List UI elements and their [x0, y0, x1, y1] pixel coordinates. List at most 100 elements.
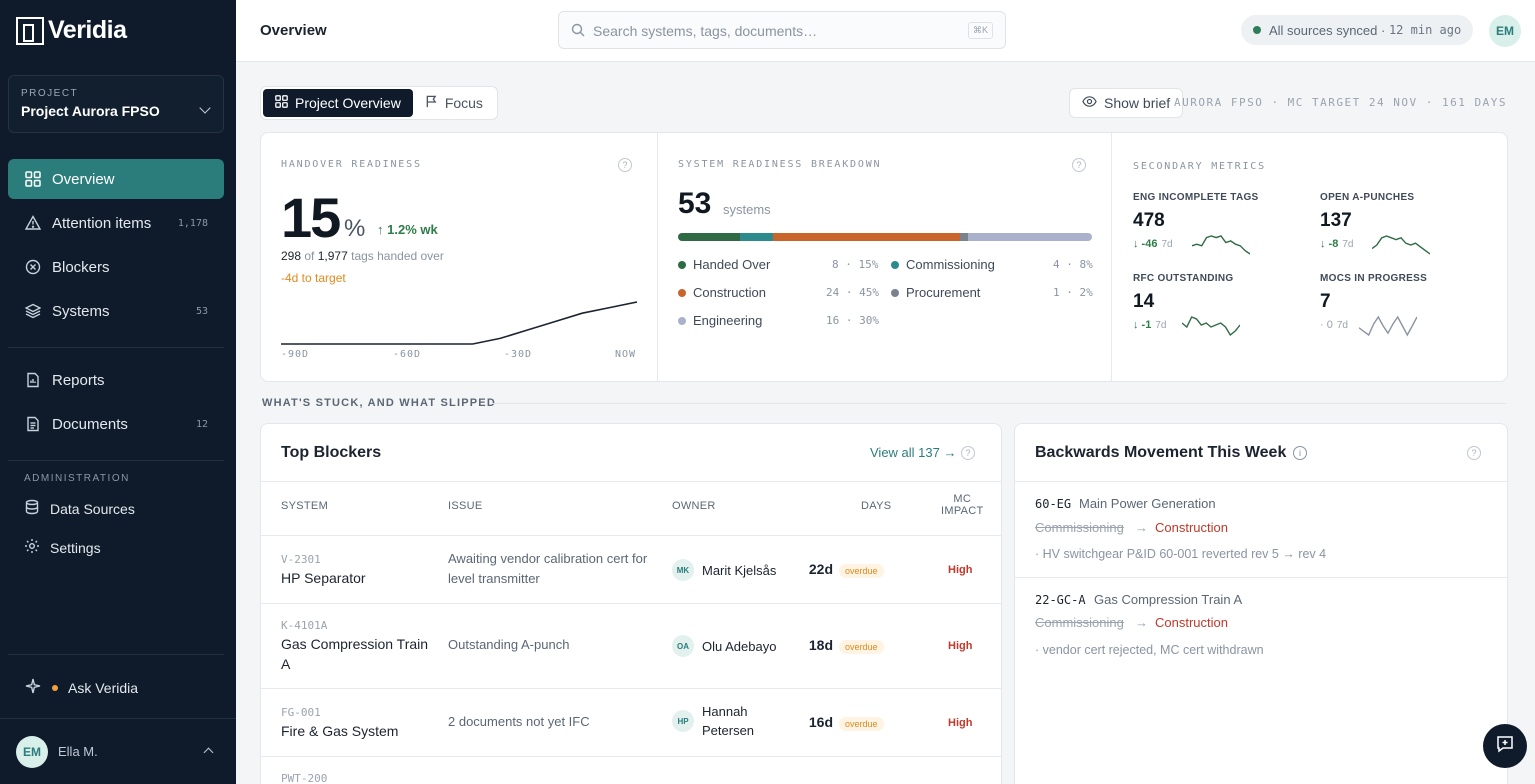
sidebar-item-count: 12: [195, 418, 208, 430]
issue-text: Awaiting vendor calibration cert for lev…: [448, 551, 648, 586]
sidebar-item-settings[interactable]: Settings: [24, 538, 101, 557]
sidebar-item-label: Documents: [52, 415, 128, 433]
sidebar-item-label: Systems: [52, 302, 110, 320]
sidebar-item-blockers[interactable]: Blockers: [8, 247, 224, 287]
view-all-link[interactable]: View all 137 →: [870, 445, 957, 460]
sidebar-item-data-sources[interactable]: Data Sources: [24, 499, 135, 518]
divider: [261, 603, 1001, 604]
bar-segment-engineering: [967, 233, 1092, 241]
legend-dot: [891, 260, 899, 269]
project-selector[interactable]: PROJECT Project Aurora FPSO: [8, 75, 224, 133]
legend-value: 16 · 30%: [826, 314, 879, 327]
systems-total: 53: [678, 187, 712, 220]
tab-focus[interactable]: Focus: [413, 89, 495, 117]
legend-name: Commissioning: [906, 257, 995, 272]
info-icon[interactable]: i: [1293, 446, 1307, 460]
metrics-panel: HANDOVER READINESS ? 15 % ↑ 1.2% wk 298 …: [260, 132, 1508, 382]
legend-dot: [678, 288, 686, 297]
owner: MK Marit Kjelsås: [672, 559, 797, 581]
owner-avatar: HP: [672, 710, 694, 732]
help-icon[interactable]: ?: [961, 446, 975, 460]
sidebar-item-attention[interactable]: Attention items 1,178: [8, 203, 224, 243]
header-avatar[interactable]: EM: [1489, 15, 1521, 47]
status-badge: overdue: [839, 717, 884, 731]
handover-percent-sign: %: [344, 215, 366, 242]
column-header-mc-impact: MC IMPACT: [941, 493, 984, 517]
sidebar-item-label: Attention items: [52, 214, 152, 232]
owner-avatar: MK: [672, 559, 694, 581]
impact-value: High: [948, 564, 973, 576]
to-stage: Construction: [1155, 520, 1228, 535]
notification-dot: [52, 684, 58, 691]
issue-text: Outstanding A-punch: [448, 637, 570, 652]
tags-suffix: tags handed over: [351, 249, 444, 263]
tab-project-overview[interactable]: Project Overview: [263, 89, 413, 117]
legend-value: 4 · 8%: [1053, 258, 1093, 271]
project-label: PROJECT: [21, 88, 79, 99]
top-blockers-card: Top Blockers View all 137 → ? SYSTEM ISS…: [260, 423, 1002, 784]
sparkline: [1182, 316, 1240, 337]
brand-logo[interactable]: Veridia: [16, 16, 127, 45]
legend-handed-over: Handed Over 8 · 15%: [678, 257, 878, 272]
sidebar-item-overview[interactable]: Overview: [8, 159, 224, 199]
warning-icon: [24, 214, 42, 232]
card-title: Backwards Movement This Week: [1035, 444, 1287, 461]
metric-delta: · 0 7d: [1320, 319, 1348, 331]
mc-target-info: AURORA FPSO · MC TARGET 24 NOV · 161 DAY…: [1173, 96, 1507, 109]
help-icon[interactable]: ?: [1072, 158, 1086, 172]
avatar: EM: [16, 735, 48, 768]
arrow-right-icon: →: [1135, 615, 1148, 630]
metric-delta: ↓ -46 7d: [1133, 238, 1173, 250]
ask-veridia-button[interactable]: Ask Veridia: [24, 677, 138, 698]
sidebar-item-reports[interactable]: Reports: [8, 360, 224, 400]
page-title: Overview: [260, 22, 327, 39]
sidebar-divider: [8, 654, 224, 655]
sidebar-item-systems[interactable]: Systems 53: [8, 291, 224, 331]
sidebar-item-documents[interactable]: Documents 12: [8, 404, 224, 444]
legend-engineering: Engineering 16 · 30%: [678, 313, 879, 328]
divider: [1015, 577, 1507, 578]
system-tag: PWT-200: [281, 772, 328, 784]
tags-total: 1,977: [317, 249, 348, 263]
movement-note: · HV switchgear P&ID 60-001 reverted rev…: [1035, 547, 1327, 561]
sidebar-item-label: Settings: [50, 539, 101, 556]
help-icon[interactable]: ?: [1467, 446, 1481, 460]
section-divider: [492, 403, 1506, 404]
handover-weekly-change: ↑ 1.2% wk: [377, 222, 438, 237]
sparkle-icon: [24, 677, 42, 698]
handover-readiness-label: HANDOVER READINESS: [281, 159, 422, 170]
ask-veridia-label: Ask Veridia: [68, 679, 139, 696]
metric-label: ENG INCOMPLETE TAGS: [1133, 192, 1259, 203]
legend-value: 8 · 15%: [832, 258, 879, 271]
bar-segment-handed-over: [678, 233, 741, 241]
card-title: Top Blockers: [281, 444, 382, 461]
legend-name: Construction: [693, 285, 766, 300]
column-header-issue: ISSUE: [448, 500, 483, 512]
handover-trend-chart: [281, 301, 637, 345]
metric-value: 14: [1133, 291, 1155, 312]
legend-dot: [678, 260, 686, 269]
legend-dot: [891, 288, 899, 297]
search-input[interactable]: Search systems, tags, documents… ⌘K: [558, 11, 1006, 49]
divider: [1015, 481, 1507, 482]
help-icon[interactable]: ?: [618, 158, 632, 172]
sparkline: [1372, 235, 1430, 255]
system-tag: K-4101A: [281, 619, 328, 632]
arrow-up-icon: ↑: [377, 222, 384, 237]
show-brief-button[interactable]: Show brief: [1069, 88, 1184, 118]
system-tag: FG-001: [281, 706, 321, 719]
brand-name: Veridia: [48, 16, 127, 44]
keyboard-shortcut: ⌘K: [967, 22, 993, 39]
from-stage: Commissioning: [1035, 615, 1124, 630]
divider: [261, 535, 1001, 536]
handover-tags: 298 of 1,977 tags handed over: [281, 249, 444, 263]
view-tabs: Project Overview Focus: [260, 86, 498, 120]
user-menu[interactable]: EM Ella M.: [0, 718, 236, 784]
chat-button[interactable]: [1483, 724, 1527, 768]
grid-icon: [275, 95, 288, 111]
days-value: 18d: [808, 637, 833, 653]
sync-status[interactable]: All sources synced · 12 min ago: [1241, 15, 1474, 45]
days-to-target: -4d to target: [281, 271, 346, 285]
metric-delta: ↓ -1 7d: [1133, 319, 1167, 331]
panel-divider: [1111, 133, 1112, 381]
